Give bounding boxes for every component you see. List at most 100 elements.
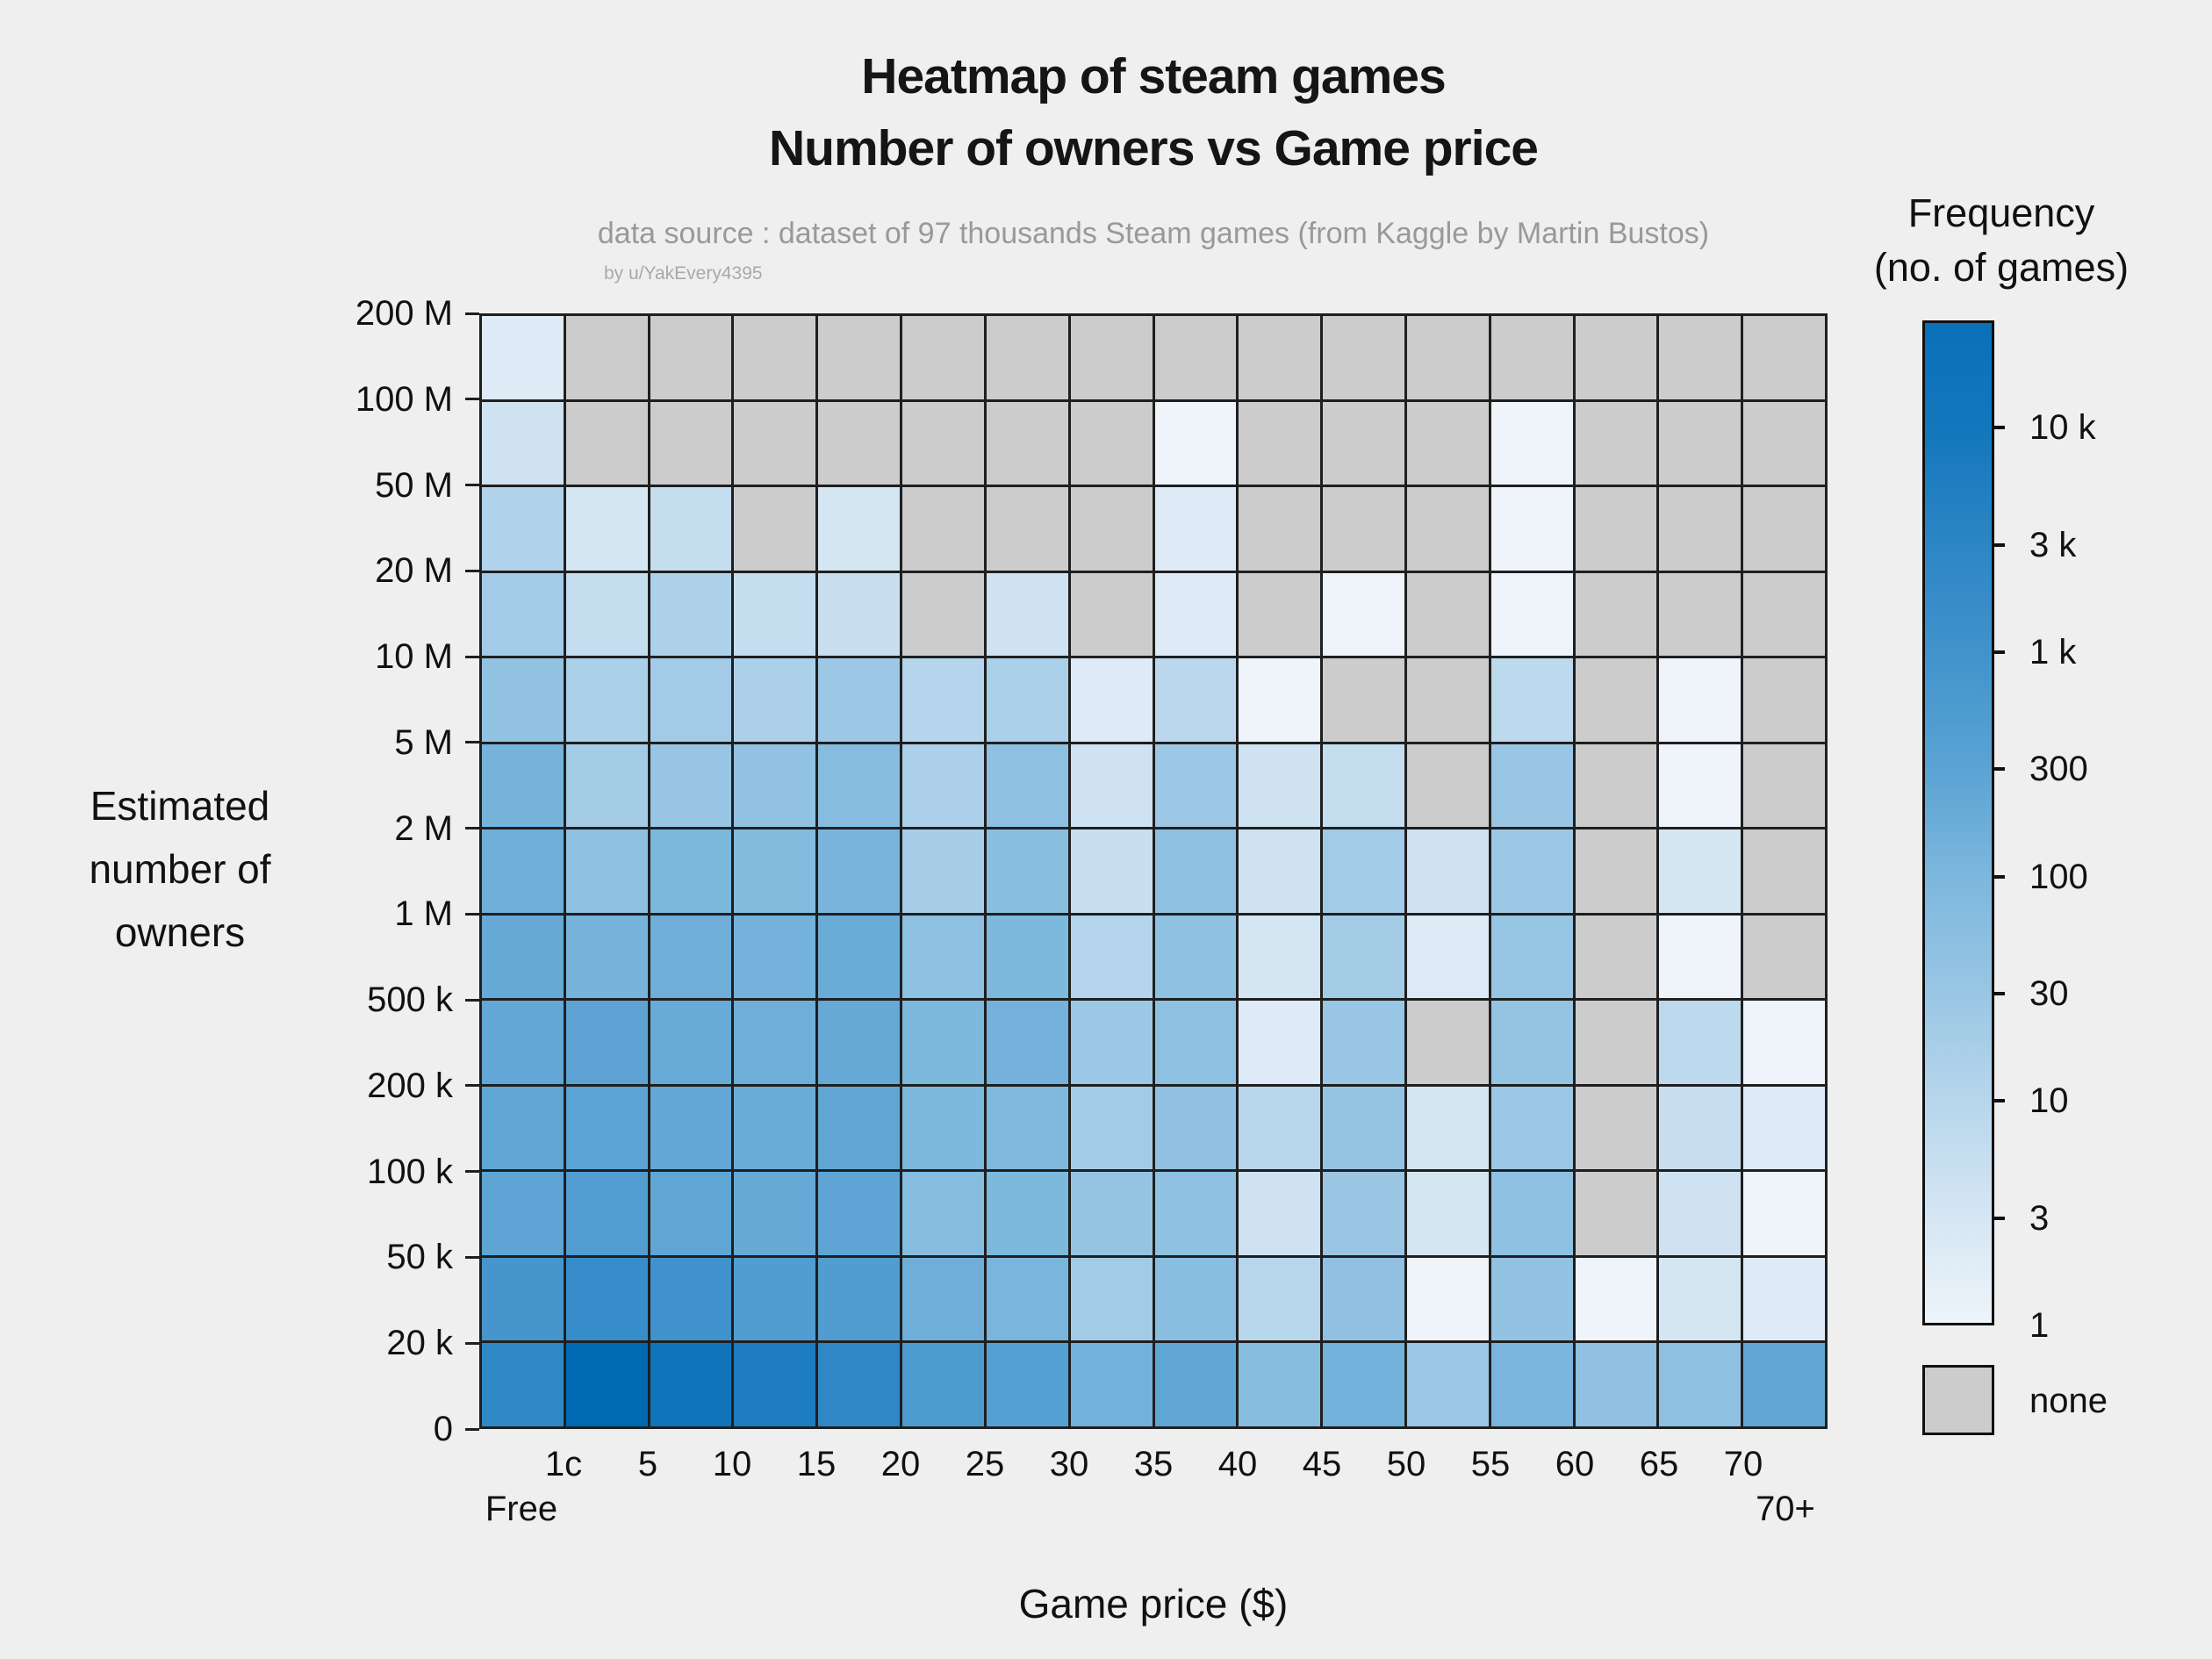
heatmap-cell <box>1575 487 1657 571</box>
heatmap-cell <box>1406 830 1489 913</box>
heatmap-cell <box>902 1172 984 1255</box>
heatmap-cell <box>565 830 648 913</box>
heatmap-cell <box>734 915 816 999</box>
heatmap-cell <box>1323 658 1404 742</box>
heatmap-cell <box>565 572 648 657</box>
heatmap-cell <box>1659 743 1742 828</box>
heatmap-cell <box>818 658 901 742</box>
heatmap-cell <box>1070 487 1153 571</box>
x-tick-label: 35 <box>1133 1445 1174 1483</box>
heatmap-cell <box>1490 743 1573 828</box>
heatmap-cell <box>650 316 732 399</box>
heatmap-cell <box>1575 1086 1657 1170</box>
heatmap-cell <box>1659 830 1742 913</box>
heatmap-cell <box>1323 1086 1404 1170</box>
heatmap-cell <box>482 572 564 657</box>
heatmap-cell <box>1575 915 1657 999</box>
y-axis-title: Estimated number of owners <box>35 774 325 964</box>
heatmap-cell <box>1154 830 1237 913</box>
heatmap-cell <box>1070 1001 1153 1084</box>
heatmap-cell <box>902 487 984 571</box>
y-tick-label: 100 M <box>355 379 453 419</box>
heatmap-cell <box>734 401 816 485</box>
heatmap-cell <box>734 830 816 913</box>
chart-title: Heatmap of steam games Number of owners … <box>276 40 2031 184</box>
heatmap-cell <box>902 316 984 399</box>
heatmap-cell <box>1575 1001 1657 1084</box>
heatmap-cell <box>1575 830 1657 913</box>
heatmap-cell <box>818 572 901 657</box>
heatmap-cell <box>1575 316 1657 399</box>
heatmap-cell <box>902 915 984 999</box>
heatmap-cell <box>1406 658 1489 742</box>
heatmap-cell <box>902 743 984 828</box>
heatmap-cell <box>818 1172 901 1255</box>
heatmap-cell <box>1575 658 1657 742</box>
heatmap-cell <box>1659 915 1742 999</box>
heatmap-cell <box>734 1001 816 1084</box>
x-tick-label-free: Free <box>485 1490 558 1528</box>
y-axis-title-line3: owners <box>114 909 246 955</box>
legend-tick-label: 3 <box>2029 1198 2050 1238</box>
y-tick-label: 50 M <box>375 465 453 505</box>
heatmap-grid <box>479 313 1828 1429</box>
heatmap-cell <box>1154 1086 1237 1170</box>
y-tick-label: 1 M <box>394 894 453 934</box>
y-axis-tick <box>465 484 479 487</box>
x-tick-label-70plus: 70+ <box>1756 1490 1815 1528</box>
heatmap-cell <box>1743 316 1825 399</box>
heatmap-cell <box>1154 487 1237 571</box>
heatmap-cell <box>565 1001 648 1084</box>
heatmap-cell <box>1659 1257 1742 1341</box>
heatmap-cell <box>1743 1172 1825 1255</box>
heatmap-cell <box>734 572 816 657</box>
heatmap-cell <box>565 1086 648 1170</box>
heatmap-cell <box>734 316 816 399</box>
heatmap-cell <box>1575 1172 1657 1255</box>
heatmap-cell <box>565 658 648 742</box>
x-tick-label: 55 <box>1470 1445 1511 1483</box>
heatmap-cell <box>986 401 1068 485</box>
x-tick-label: 60 <box>1555 1445 1595 1483</box>
heatmap-cell <box>1743 401 1825 485</box>
heatmap-cell <box>734 1086 816 1170</box>
heatmap-cell <box>482 316 564 399</box>
heatmap-cell <box>1323 316 1404 399</box>
legend-tick-label: 3 k <box>2029 525 2077 564</box>
heatmap-cell <box>1743 830 1825 913</box>
legend-title-line1: Frequency <box>1907 190 2095 235</box>
chart-title-line2: Number of owners vs Game price <box>769 120 1539 176</box>
heatmap-cell <box>565 316 648 399</box>
y-tick-label: 500 k <box>367 980 453 1020</box>
heatmap-cell <box>650 658 732 742</box>
heatmap-cell <box>734 743 816 828</box>
heatmap-cell <box>1239 1257 1321 1341</box>
heatmap-cell <box>986 1257 1068 1341</box>
heatmap-cell <box>1239 1172 1321 1255</box>
y-tick-label: 0 <box>433 1410 453 1448</box>
heatmap-cell <box>1743 487 1825 571</box>
heatmap-cell <box>902 401 984 485</box>
legend-tick-label: 300 <box>2029 750 2088 789</box>
legend-tick-label: 100 <box>2029 857 2088 896</box>
y-axis-tick <box>465 741 479 744</box>
legend-tick-label: 10 <box>2029 1081 2069 1121</box>
legend-title-line2: (no. of games) <box>1873 245 2129 290</box>
x-tick-label: 1c <box>544 1445 583 1483</box>
heatmap-cell <box>1490 316 1573 399</box>
heatmap-cell <box>818 1257 901 1341</box>
heatmap-cell <box>565 401 648 485</box>
heatmap-cell <box>1239 572 1321 657</box>
y-axis-tick <box>465 912 479 916</box>
heatmap-cell <box>1659 401 1742 485</box>
y-axis-tick <box>465 312 479 315</box>
heatmap-cell <box>1154 572 1237 657</box>
heatmap-cell <box>1239 1086 1321 1170</box>
legend-tick-label: 1 <box>2029 1306 2050 1345</box>
x-tick-label: 25 <box>965 1445 1005 1483</box>
y-tick-label: 50 k <box>386 1238 453 1277</box>
heatmap-cell <box>734 658 816 742</box>
x-axis-title: Game price ($) <box>1018 1581 1289 1627</box>
heatmap-cell <box>986 743 1068 828</box>
